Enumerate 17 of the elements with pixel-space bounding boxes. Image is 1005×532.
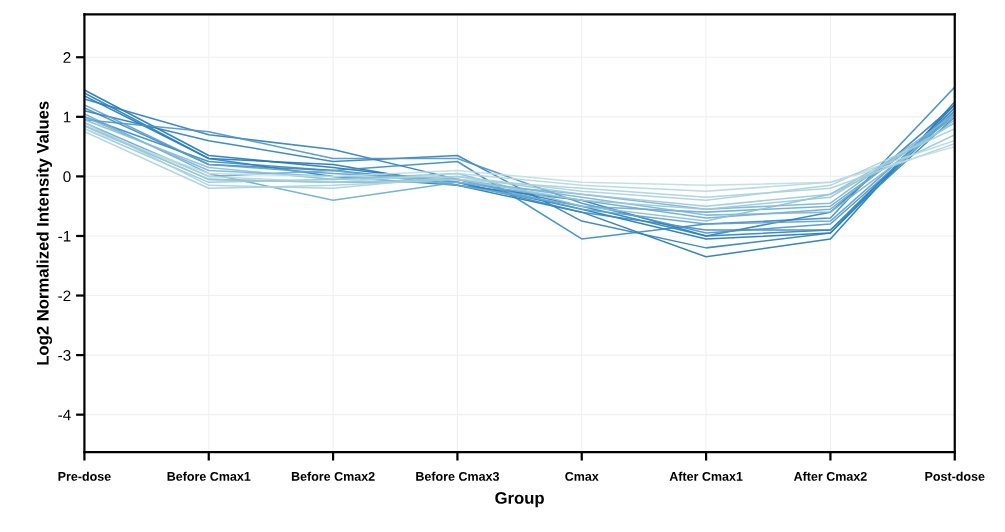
- x-tick-label: Post-dose: [925, 471, 985, 481]
- y-tick-label: -4: [58, 409, 71, 421]
- x-axis-title: Group: [495, 492, 544, 508]
- y-tick-label: -1: [58, 230, 71, 242]
- x-tick-label: Pre-dose: [58, 471, 111, 481]
- x-tick-label: Before Cmax1: [167, 471, 251, 481]
- y-tick-label: 1: [63, 111, 71, 123]
- x-tick-label: After Cmax1: [669, 471, 743, 481]
- y-tick-label: 2: [63, 52, 71, 63]
- y-axis-title: Log2 Normalized Intensity Values: [36, 101, 53, 365]
- y-tick-label: -2: [58, 290, 71, 302]
- y-tick-label: -3: [58, 349, 71, 361]
- x-tick-label: Cmax: [565, 471, 599, 481]
- y-tick-label: 0: [63, 171, 71, 183]
- x-tick-label: Before Cmax3: [416, 471, 499, 481]
- x-tick-label: Before Cmax2: [291, 471, 375, 481]
- x-tick-label: After Cmax2: [793, 471, 867, 481]
